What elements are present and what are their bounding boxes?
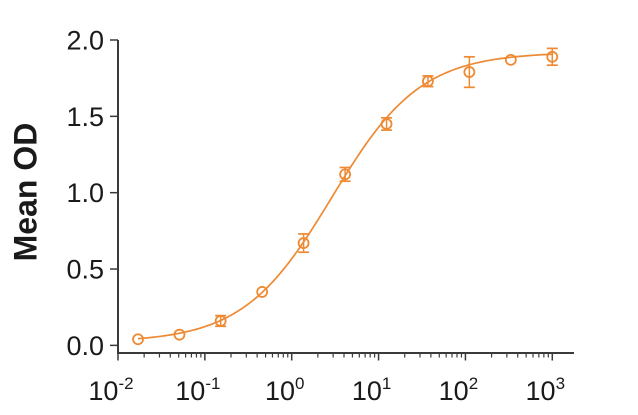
data-point xyxy=(422,75,434,88)
data-point xyxy=(256,286,269,298)
data-point xyxy=(173,328,186,341)
x-tick-label: 103 xyxy=(526,374,566,406)
data-point xyxy=(380,118,393,130)
x-tick-label: 100 xyxy=(265,374,305,406)
data-point xyxy=(504,53,517,66)
data-point xyxy=(297,237,310,249)
data-point xyxy=(214,315,227,327)
fit-curve xyxy=(137,53,553,340)
data-point xyxy=(132,333,144,346)
x-tick-label: 10-1 xyxy=(175,374,220,406)
data-point xyxy=(546,50,559,63)
data-point xyxy=(463,66,476,78)
y-tick-label: 1.0 xyxy=(66,178,104,208)
y-tick-label: 0.0 xyxy=(66,331,104,361)
x-tick-label: 101 xyxy=(352,374,392,406)
y-tick-label: 2.0 xyxy=(66,26,104,56)
data-point xyxy=(339,168,352,181)
x-tick-label: 10-2 xyxy=(88,374,133,406)
x-tick-label: 102 xyxy=(439,374,479,406)
y-tick-label: 1.5 xyxy=(66,102,104,132)
y-tick-label: 0.5 xyxy=(66,255,104,285)
